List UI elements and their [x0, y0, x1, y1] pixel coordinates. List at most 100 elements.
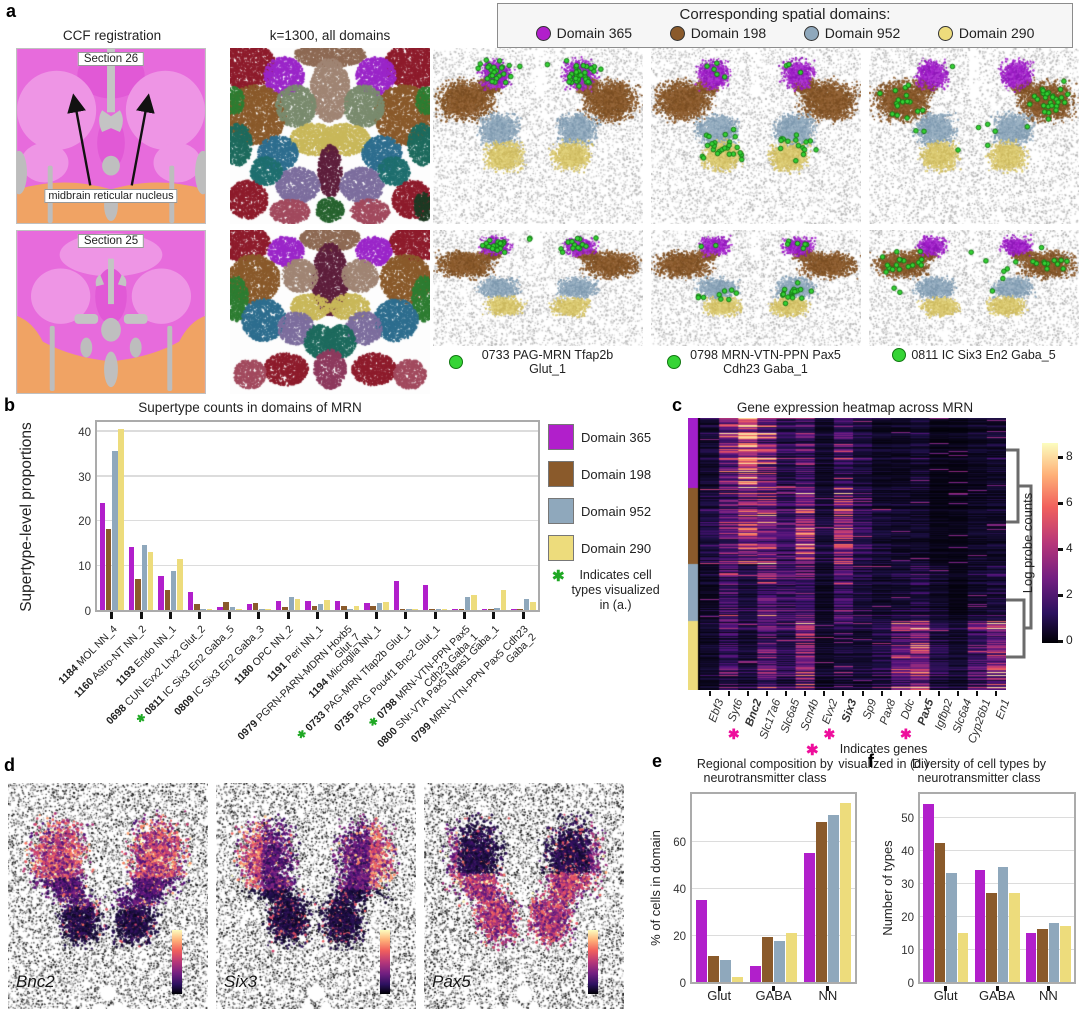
bar-domain-290 [412, 609, 418, 610]
domain-color-dot-icon [937, 25, 953, 41]
bar-domain-198 [223, 601, 229, 610]
bar-domain-952 [435, 609, 441, 610]
bar-domain-198 [282, 607, 288, 610]
x-tick-mark [374, 612, 378, 619]
bar-domain-365 [511, 609, 517, 610]
legend-item-label: Domain 365 [556, 25, 633, 41]
ccf-map-section-25: Section 25 [16, 230, 206, 394]
bar-domain-290 [294, 599, 301, 610]
x-tick-mark [944, 986, 948, 991]
bar-domain-290 [118, 428, 124, 610]
spatial-plot-0798-section-26 [651, 48, 861, 224]
bar-domain-198 [517, 609, 523, 610]
cell-type-text: 0798 MRN-VTN-PPN Pax5 Cdh23 Gaba_1 [690, 348, 841, 376]
legend-row-domain-365: Domain 365 [548, 424, 651, 450]
gene-expression-heatmap [688, 418, 1006, 690]
x-tick-mark [345, 612, 349, 619]
spatial-domains-legend: Corresponding spatial domains: Domain 36… [497, 3, 1073, 48]
k1300-map-section-26 [230, 48, 430, 224]
spatial-plot-0811-section-25 [869, 230, 1079, 346]
bar-domain-365 [275, 601, 282, 610]
gridline [920, 882, 1074, 885]
green-asterisk-icon: ✱ [552, 568, 565, 585]
x-category-label: Glut [933, 988, 958, 1003]
bar-domain-365 [974, 869, 985, 982]
gene-tick-mark [899, 691, 902, 696]
panel-b-yaxis: 0 10 20 30 40 [67, 420, 91, 618]
y-tick-label: 10 [78, 561, 91, 574]
x-tick-mark [316, 612, 319, 619]
section-25-label: Section 25 [77, 234, 145, 248]
bar-domain-365 [452, 608, 458, 610]
spatial-plot-0733-section-26 [433, 48, 643, 224]
kmap-title: k=1300, all domains [269, 28, 391, 43]
colorbar-tick-mark [1058, 548, 1063, 551]
bar-domain-198 [488, 609, 494, 610]
bar-domain-198 [816, 822, 828, 982]
gridline [920, 816, 1074, 819]
spatial-plot-0811-section-26 [869, 48, 1079, 224]
bar-domain-952 [523, 598, 530, 610]
panel-c-title: Gene expression heatmap across MRN [736, 400, 974, 415]
bar-domain-365 [422, 584, 429, 610]
x-category-label: NN [1038, 988, 1058, 1003]
panel-b-title: Supertype counts in domains of MRN [138, 400, 362, 415]
legend-row-label: Domain 365 [581, 429, 652, 445]
bar-domain-365 [246, 603, 252, 610]
x-tick-mark [139, 612, 143, 619]
gene-tick-mark [842, 691, 845, 696]
bar-domain-198 [311, 605, 318, 610]
gridline [97, 519, 538, 522]
bar-domain-952 [828, 815, 840, 982]
bar-domain-952 [170, 571, 177, 610]
panel-c-label: c [672, 395, 683, 415]
panel-b-plot-area [95, 420, 540, 619]
legend-item: Domain 198 [669, 25, 766, 41]
x-tick-mark [227, 612, 231, 619]
panel-e-title: Regional composition by neurotransmitter… [696, 757, 834, 786]
bar-domain-290 [500, 589, 507, 610]
mini-colorbar-pax5 [588, 930, 598, 994]
legend-row-domain-290: Domain 290 [548, 535, 651, 561]
bar-domain-290 [840, 803, 852, 982]
bar-domain-952 [200, 609, 206, 610]
y-tick-label: 30 [78, 471, 91, 484]
spatial-plot-0733-section-25 [433, 230, 643, 346]
bar-domain-365 [1025, 932, 1037, 982]
legend-title: Corresponding spatial domains: [679, 6, 891, 23]
x-tick-mark [463, 612, 466, 619]
bar-domain-198 [1037, 929, 1048, 982]
bar-domain-952 [347, 608, 353, 610]
gene-tick-mark [976, 691, 979, 696]
bar-domain-365 [334, 601, 341, 610]
bar-domain-365 [217, 606, 223, 610]
bar-domain-952 [997, 866, 1008, 982]
bar-domain-290 [1009, 892, 1020, 982]
panel-e-yaxis: 0 20 40 60 [662, 792, 686, 990]
legend-item: Domain 952 [803, 25, 900, 41]
gene-tick-mark [861, 691, 864, 696]
k1300-map-section-25 [230, 230, 430, 394]
bar-domain-290 [383, 601, 389, 610]
bar-domain-365 [158, 576, 164, 610]
bar-domain-290 [353, 605, 360, 610]
pink-asterisk-icon: ✱ [806, 742, 819, 759]
legend-row-label: Domain 952 [581, 503, 652, 519]
x-tick-mark [717, 986, 721, 991]
bar-domain-198 [135, 578, 141, 610]
pink-asterisk-icon: ✱ [899, 726, 912, 742]
gene-label-six3: Six3 [224, 972, 258, 991]
mini-colorbar-six3 [380, 930, 390, 994]
bar-domain-952 [317, 603, 324, 610]
panel-c-note: ✱ Indicates genes visualized in (d.) [806, 742, 1006, 772]
gene-tick-mark [746, 691, 749, 696]
x-tick-mark [257, 612, 261, 619]
x-tick-mark [404, 612, 408, 619]
panel-f-title: Diversity of cell types by neurotransmit… [911, 757, 1047, 786]
y-tick-label: 60 [673, 837, 686, 849]
bar-domain-198 [762, 937, 773, 982]
x-tick-mark [198, 612, 202, 619]
bar-domain-198 [429, 609, 435, 610]
bar-domain-952 [406, 609, 412, 610]
